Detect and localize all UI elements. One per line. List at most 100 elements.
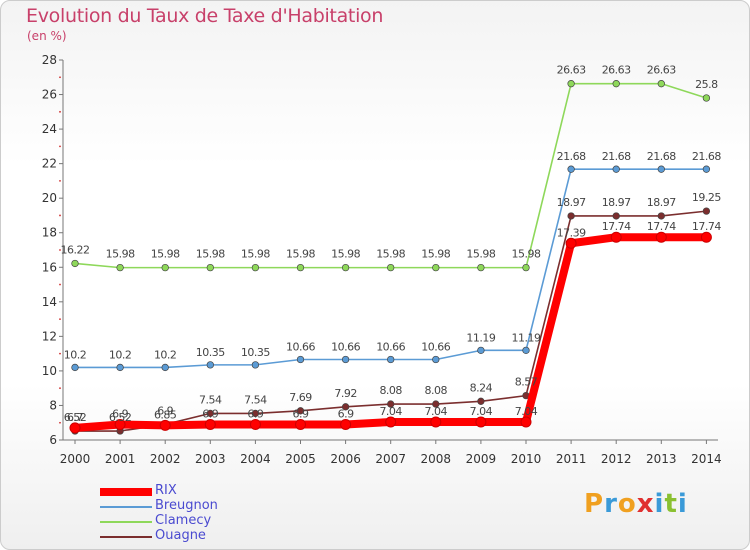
- data-point: [432, 263, 440, 272]
- x-tick-label: 2003: [195, 452, 226, 466]
- data-label: 19.25: [692, 191, 721, 204]
- data-label: 8.57: [515, 376, 538, 389]
- y-minor-tick: [59, 76, 61, 79]
- data-label: 10.66: [376, 341, 405, 354]
- y-tick-label: 14: [42, 295, 57, 309]
- data-label: 6.9: [338, 407, 354, 420]
- data-point: [71, 259, 79, 268]
- data-point: [657, 212, 665, 220]
- data-label: 6.52: [64, 411, 87, 424]
- data-label: 15.98: [331, 248, 360, 261]
- logo-letter: r: [604, 489, 618, 519]
- y-minor-tick: [59, 110, 61, 113]
- data-label: 11.19: [512, 331, 541, 344]
- data-point: [295, 418, 306, 430]
- data-label: 7.04: [379, 405, 402, 418]
- data-point: [251, 361, 260, 369]
- data-point: [387, 400, 395, 408]
- logo-letter: i: [654, 489, 665, 519]
- y-tick-label: 12: [42, 329, 57, 343]
- data-point: [341, 263, 350, 272]
- y-tick-label: 26: [42, 88, 57, 102]
- series-line-ouagne: [74, 210, 708, 432]
- data-label: 10.35: [241, 346, 270, 359]
- data-label: 18.97: [602, 196, 631, 209]
- x-tick-label: 2012: [601, 452, 632, 466]
- data-point: [432, 400, 440, 408]
- y-tick-label: 10: [42, 364, 57, 378]
- data-point: [71, 363, 79, 372]
- data-label: 15.98: [466, 248, 495, 261]
- data-point: [341, 403, 350, 411]
- data-label: 15.98: [286, 248, 315, 261]
- y-minor-tick: [59, 352, 61, 355]
- data-point: [522, 346, 530, 355]
- y-tick-label: 18: [42, 226, 57, 240]
- y-minor-tick: [59, 283, 61, 286]
- logo-letter: x: [636, 489, 655, 519]
- y-tick-label: 6: [49, 433, 57, 447]
- data-point: [296, 407, 305, 415]
- y-minor-tick: [59, 214, 61, 217]
- legend-label-ouagne: Ouagne: [155, 528, 206, 543]
- data-point: [340, 418, 352, 430]
- data-label: 16.22: [61, 243, 90, 256]
- data-point: [520, 416, 532, 428]
- data-label: 11.19: [466, 331, 495, 344]
- data-label: 15.98: [241, 248, 270, 261]
- data-point: [116, 363, 124, 372]
- y-minor-tick: [59, 318, 61, 320]
- data-point: [477, 263, 485, 272]
- data-point: [206, 361, 214, 369]
- data-label: 10.2: [64, 348, 87, 361]
- x-tick-label: 2005: [285, 452, 316, 466]
- data-label: 6.9: [293, 407, 309, 420]
- data-label: 15.98: [512, 248, 541, 261]
- legend-swatch-breugnon: [100, 506, 152, 508]
- data-label: 8.08: [379, 384, 402, 397]
- data-label: 15.98: [106, 248, 135, 261]
- data-label: 7.04: [425, 405, 448, 418]
- data-point: [159, 419, 171, 431]
- logo-letter: i: [677, 489, 688, 519]
- data-point: [251, 409, 260, 418]
- y-tick-label: 8: [49, 398, 57, 412]
- y-minor-tick: [59, 421, 61, 424]
- chart-title: Evolution du Taux de Taxe d'Habitation: [26, 5, 384, 27]
- data-label: 6.9: [157, 404, 173, 417]
- data-point: [430, 416, 442, 428]
- data-point: [612, 212, 620, 220]
- data-label: 7.54: [199, 393, 222, 406]
- x-tick-label: 2001: [105, 452, 136, 466]
- data-point: [612, 165, 620, 173]
- data-label: 10.66: [331, 341, 360, 354]
- x-tick-label: 2009: [466, 452, 497, 466]
- data-point: [114, 418, 126, 430]
- legend-label-rix: RIX: [155, 483, 177, 498]
- data-point: [612, 80, 620, 88]
- legend-label-clamecy: Clamecy: [155, 513, 212, 528]
- data-point: [432, 355, 440, 364]
- data-point: [477, 397, 485, 405]
- data-label: 25.8: [695, 78, 718, 91]
- data-label: 17.39: [557, 226, 586, 239]
- legend-label-breugnon: Breugnon: [155, 498, 218, 513]
- data-label: 6.52: [109, 411, 132, 424]
- data-label: 17.74: [602, 220, 631, 233]
- data-label: 7.04: [470, 405, 493, 418]
- data-point: [206, 409, 214, 418]
- x-tick-label: 2002: [150, 452, 181, 466]
- data-point: [204, 418, 216, 430]
- data-point: [249, 418, 261, 430]
- data-point: [522, 263, 530, 272]
- data-point: [296, 263, 305, 272]
- data-label: 8.08: [425, 384, 448, 397]
- proxiti-logo: Proxiti: [584, 489, 688, 519]
- data-label: 6.7: [67, 411, 83, 424]
- data-label: 6.9: [112, 407, 128, 420]
- data-label: 7.92: [334, 387, 357, 400]
- data-label: 15.98: [421, 248, 450, 261]
- data-point: [567, 80, 575, 88]
